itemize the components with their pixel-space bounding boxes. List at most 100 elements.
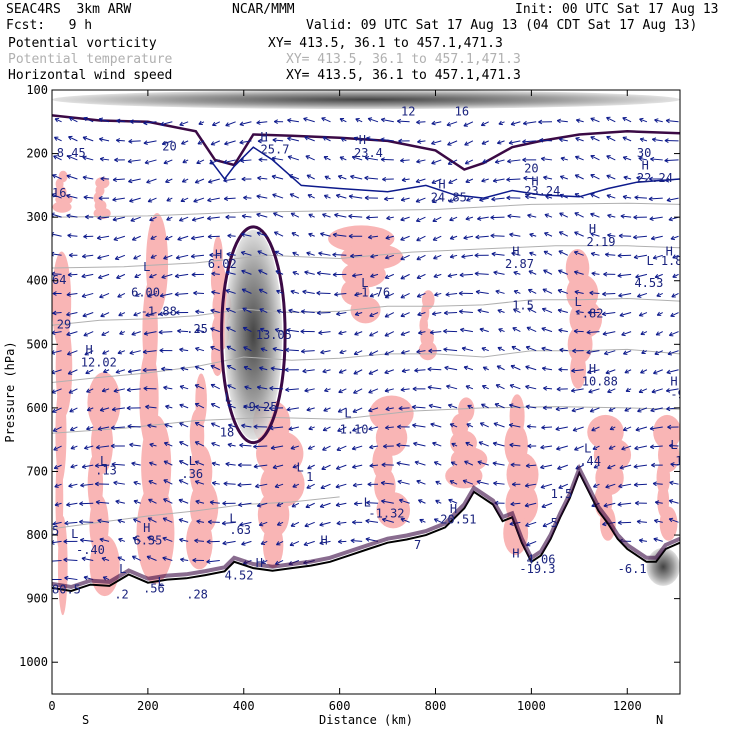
wind-arrow-head: [239, 521, 244, 527]
wind-arrow-head: [670, 235, 675, 241]
wind-arrow: [132, 235, 141, 241]
wind-arrow: [194, 539, 205, 542]
wind-arrow-head: [98, 137, 104, 142]
wind-arrow-head: [638, 388, 644, 394]
field-annotation: -9.25: [241, 400, 277, 414]
wind-arrow: [398, 407, 410, 410]
wind-arrow-head: [413, 441, 418, 447]
wind-arrow: [52, 369, 62, 374]
valid-time: Valid: 09 UTC Sat 17 Aug 13 (04 CDT Sat …: [306, 18, 698, 33]
y-tick-label: 1000: [19, 655, 48, 669]
wind-arrow: [497, 346, 505, 352]
wind-arrow-head: [416, 479, 421, 485]
wind-arrow: [287, 137, 300, 142]
field-annotation: L: [71, 527, 78, 541]
wind-arrow: [558, 329, 568, 333]
wind-arrow-head: [116, 118, 121, 124]
pv-fill-region: [87, 372, 121, 434]
wind-arrow-head: [243, 365, 249, 371]
wind-arrow: [320, 233, 331, 237]
wind-arrow-head: [510, 364, 516, 370]
wind-arrow: [194, 460, 205, 466]
wind-arrow: [66, 312, 78, 316]
wind-arrow-head: [654, 350, 659, 356]
wind-arrow: [415, 197, 426, 203]
wind-arrow-head: [623, 350, 628, 355]
wind-arrow: [131, 462, 141, 466]
wind-arrow-head: [648, 176, 653, 182]
wind-arrow: [461, 347, 474, 352]
wind-arrow-head: [322, 426, 328, 432]
wind-arrow: [528, 289, 537, 294]
wind-arrow-head: [256, 194, 261, 199]
wind-arrow-head: [540, 444, 545, 450]
wind-arrow-head: [195, 328, 201, 333]
wind-arrow: [68, 388, 78, 394]
wind-arrow-head: [287, 118, 292, 123]
wind-arrow: [179, 348, 189, 352]
wind-arrow: [416, 480, 426, 485]
wind-arrow-head: [575, 118, 581, 124]
wind-arrow-head: [400, 275, 405, 280]
wind-arrow-head: [146, 179, 151, 184]
wind-arrow-head: [335, 502, 341, 508]
wind-arrow: [640, 331, 648, 335]
wind-arrow: [304, 271, 315, 275]
field-annotation: 10.88: [582, 375, 618, 389]
wind-arrow-head: [274, 250, 280, 255]
wind-arrow: [260, 348, 268, 352]
wind-arrow-head: [638, 156, 643, 162]
x-tick-label: 0: [48, 699, 55, 713]
wind-arrow: [418, 499, 426, 504]
wind-arrow-head: [210, 308, 215, 314]
wind-arrow: [608, 407, 616, 412]
wind-arrow-head: [257, 250, 262, 255]
wind-arrow: [211, 442, 220, 447]
wind-arrow-head: [225, 270, 231, 276]
wind-arrow-head: [149, 442, 154, 448]
field-annotation: L: [225, 391, 232, 405]
wind-arrow: [337, 426, 347, 432]
wind-arrow-head: [174, 273, 180, 279]
wind-arrow: [320, 350, 331, 354]
pv-fill-region: [57, 515, 68, 616]
wind-arrow-head: [178, 479, 184, 484]
wind-arrow: [195, 480, 205, 485]
wind-arrow: [292, 483, 300, 488]
wind-arrow: [352, 407, 363, 413]
wind-arrow: [528, 270, 537, 275]
wind-arrow-head: [539, 137, 544, 143]
wind-arrow-head: [116, 274, 121, 280]
wind-arrow: [133, 312, 141, 316]
wind-arrow-head: [556, 118, 562, 124]
wind-arrow-head: [178, 460, 184, 465]
wind-arrow: [544, 232, 553, 237]
wind-arrow-head: [447, 403, 453, 409]
wind-arrow: [475, 291, 489, 294]
field-annotation: H: [256, 556, 263, 570]
wind-arrow: [655, 331, 663, 336]
wind-arrow: [672, 254, 679, 259]
wind-arrow-head: [667, 424, 672, 430]
wind-arrow-head: [350, 174, 355, 180]
wind-arrow-head: [447, 160, 453, 165]
wind-arrow-head: [335, 465, 341, 470]
pv-fill-region: [445, 463, 483, 489]
wind-arrow-head: [302, 289, 307, 295]
wind-arrow: [465, 159, 474, 165]
wind-arrow: [381, 118, 394, 123]
wind-arrow-head: [82, 155, 87, 161]
wind-arrow: [117, 556, 126, 561]
wind-arrow: [652, 138, 663, 142]
wind-arrow: [161, 273, 173, 279]
wind-arrow: [226, 326, 236, 333]
wind-arrow: [324, 388, 331, 392]
wind-arrow: [560, 157, 568, 161]
wind-arrow: [575, 156, 584, 161]
wind-arrow: [303, 540, 315, 546]
wind-arrow-head: [624, 369, 629, 374]
wind-arrow-head: [197, 140, 202, 145]
wind-arrow-head: [227, 233, 232, 239]
wind-arrow-head: [221, 520, 226, 526]
wind-arrow-head: [318, 251, 323, 256]
